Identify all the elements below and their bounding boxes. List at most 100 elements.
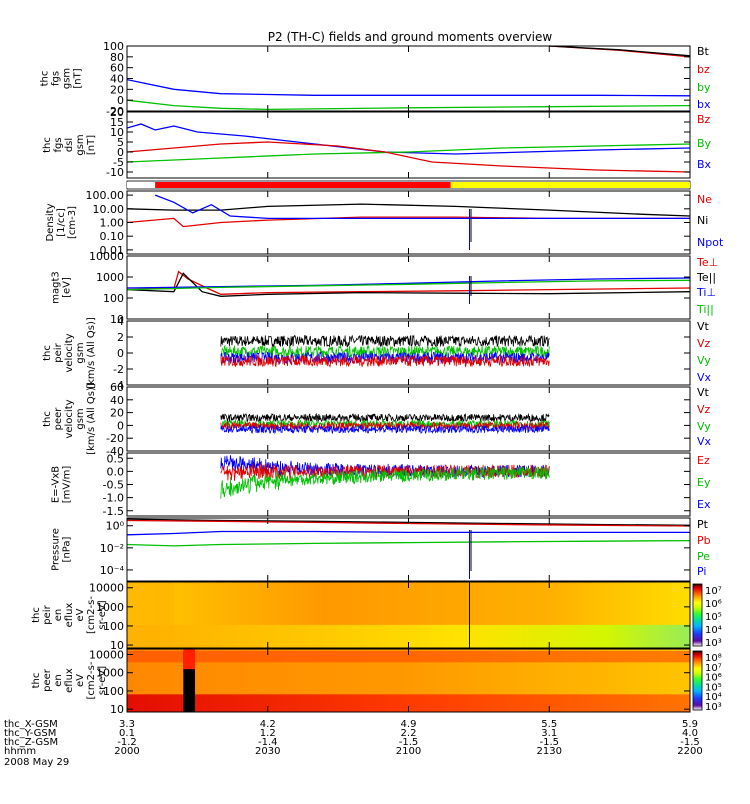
y-axis-label: peir [53,342,64,362]
x-tick-value: 4.9 [401,719,417,730]
y-tick-label: 0 [117,347,124,360]
y-tick-label: 10⁰ [106,520,125,533]
legend-label: Ez [697,454,710,467]
series-line-0 [126,270,691,295]
panel-frame [126,517,691,582]
series-line-1 [220,462,550,483]
y-tick-label: 40 [110,73,124,86]
legend-label: Ey [697,476,711,489]
y-tick-label: -1.5 [103,505,124,518]
x-tick-value: -1.4 [258,737,278,748]
series-line-2 [220,465,550,499]
y-tick-label: 100 [103,40,124,53]
colorbar-tick-label: 10⁴ [705,692,722,703]
legend-label: Vx [697,371,712,384]
colorbar-tick-label: 10⁵ [705,682,722,693]
x-row-label: thc_Z-GSM [4,737,58,748]
legend-label: Vx [697,435,712,448]
colorbar [692,650,703,711]
x-tick-value: 4.0 [682,728,698,739]
y-tick-label: 0.5 [107,452,125,465]
y-tick-label: 80 [110,51,124,64]
y-axis-label: en [53,609,64,622]
y-axis-label: velocity [64,399,75,438]
x-tick-value: 3.1 [541,728,557,739]
y-tick-label: 20 [110,83,124,96]
series-line-1 [220,344,550,358]
y-axis-label: peer [53,407,64,431]
y-tick-label: 1.00 [100,217,125,230]
y-axis-label: [cm2-s- [86,661,97,699]
y-axis-label: fgs [51,71,62,86]
y-axis-label: gsm [75,408,86,429]
legend-label: Bz [697,113,711,126]
y-axis-label: [nT] [73,68,84,88]
y-tick-label: 100 [103,620,124,633]
y-axis-label: thc [40,71,51,87]
y-axis-label: [nT] [86,135,97,155]
y-axis-label: Density [45,203,56,241]
y-axis-label: velocity [64,333,75,372]
spectrogram-high-energy-band [127,651,690,663]
colorbar-tick-label: 10⁶ [705,673,722,684]
colorbar-tick-label: 10⁸ [705,653,722,664]
y-axis-label: fgs [53,137,64,152]
legend-label: Ni [697,214,708,227]
y-axis-label: [1/cc] [56,208,67,237]
colorbar-tick-label: 10⁷ [705,663,722,674]
panel-6: Ez Ey Ex 0.50.0-0.5-1.0-1.5 E=-VxB [mV/m] [51,452,711,518]
colorbar-tick-label: 10³ [705,638,722,649]
series-line-2 [126,530,690,536]
series-line-0 [126,203,691,217]
series-line-0 [126,78,691,97]
legend-label: Ne [697,193,712,206]
series-line-2 [126,277,691,289]
mode-bar-segment-2 [450,182,690,188]
x-row-label: thc_Y-GSM [4,728,56,739]
y-axis-label: thc [31,673,42,689]
y-axis-label: eflux [64,603,75,628]
y-tick-label: 1000 [96,667,124,680]
y-tick-label: -20 [106,105,124,118]
series-line-3 [126,279,691,291]
y-axis-label: sr-eV] [97,600,108,629]
y-tick-label: 100 [103,292,124,305]
x-tick-value: 2.2 [401,728,417,739]
panel-8: 10⁷ 10⁶ 10⁵ 10⁴ 10³ 10000 1000 100 10 thc peir en ef… [31,581,722,652]
series-line-3 [220,423,550,435]
y-tick-label: 0 [117,146,124,159]
y-tick-label: -2 [113,363,124,376]
y-axis-label: peir [42,604,53,624]
y-tick-label: 15 [110,116,124,129]
y-tick-label: 10000 [89,648,124,661]
legend-label: Vt [697,320,710,333]
legend-label: Bt [697,45,710,58]
panel-frame [126,45,691,112]
y-axis-label: thc [42,411,53,427]
y-tick-label: 20 [110,106,124,119]
y-tick-label: 10000 [89,582,124,595]
x-tick-value: 4.2 [260,719,276,730]
x-row-label: hhmm [4,746,36,757]
x-axis-labels: thc_X-GSM 3.3 4.2 4.9 5.5 5.9 thc_Y-GSM 0.1 1.2 2… [4,719,703,768]
y-tick-label: 10000 [89,250,124,263]
y-axis-label: magt3 [51,271,62,304]
y-axis-label: eflux [64,668,75,693]
y-tick-label: 20 [110,407,124,420]
panel-4: Vt Vz Vy Vx 4 2 0 -2 -4 thc peir velocity gsm [km/s (… [42,315,712,392]
legend-label: Ti|| [696,303,714,316]
legend-label: Pi [697,565,706,578]
series-line-2 [126,141,691,173]
x-tick-value: 2100 [396,746,421,757]
y-axis-label: [eV] [62,277,73,298]
series-line-0 [220,334,550,348]
y-axis-label: thc [42,137,53,153]
y-tick-label: 10 [110,126,124,139]
y-tick-label: 10⁻⁴ [100,564,125,577]
y-axis-label: [cm2-s- [86,596,97,634]
y-tick-label: 5 [117,136,124,149]
y-axis-label: [km/s (All Qs)] [86,383,97,455]
colorbar [692,583,703,647]
